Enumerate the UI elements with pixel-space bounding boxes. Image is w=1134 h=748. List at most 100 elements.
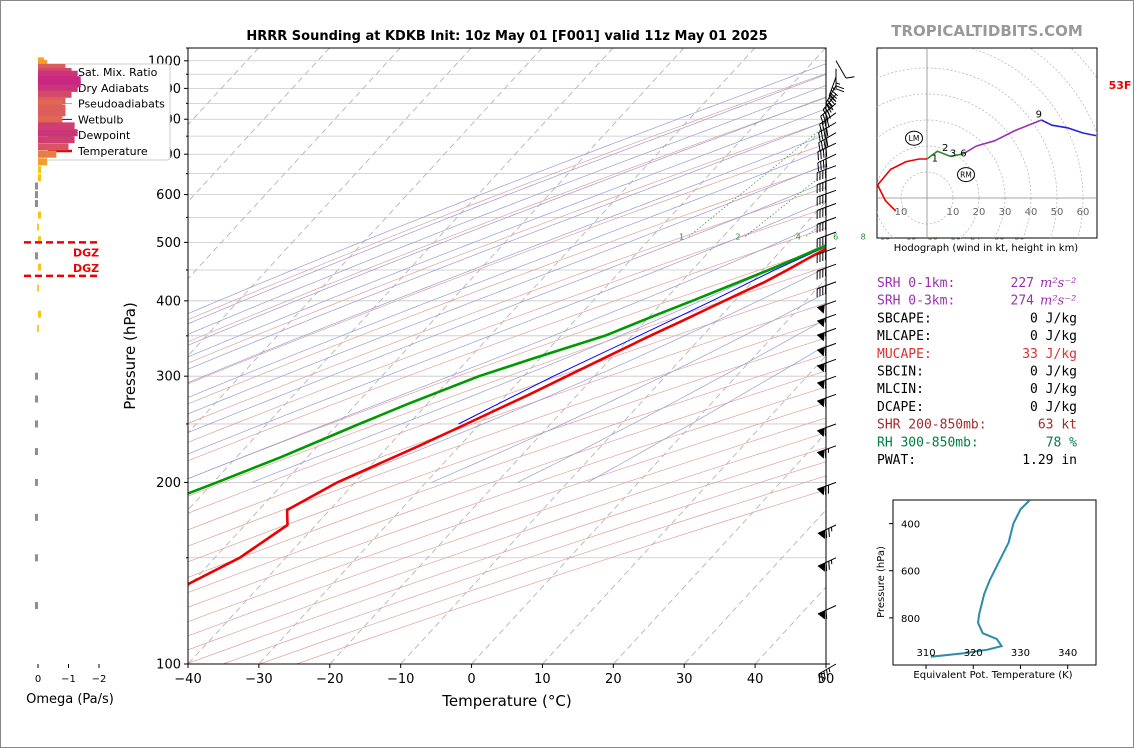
barb-full-flag [828, 528, 830, 537]
index-label: PWAT: [877, 453, 916, 468]
omega-bar [34, 191, 38, 199]
wind-barb [817, 300, 837, 314]
dry-adiabat-line [188, 143, 826, 385]
barb-full-flag [822, 160, 825, 169]
omega-bar [38, 84, 78, 92]
wind-barb [817, 327, 837, 342]
pseudoadiabat-line [188, 85, 826, 335]
y-tick-label: 300 [156, 370, 181, 385]
barb-full-flag [825, 127, 829, 137]
dgz-label: DGZ [73, 262, 99, 275]
barb-full-flag [818, 142, 821, 152]
surface-temperature-label: 53F [1109, 79, 1132, 92]
barb-full-flag [828, 102, 834, 111]
omega-bar [34, 602, 38, 610]
index-label: SRH 0-3km: [877, 294, 955, 309]
dry-adiabat-line [188, 302, 826, 531]
skewt-profiles [188, 244, 826, 586]
barb-pennant [817, 562, 826, 572]
barb-full-flag [820, 116, 824, 125]
hodograph-height-label: 6 [960, 148, 966, 159]
wind-barb [818, 122, 837, 142]
omega-bar [37, 223, 39, 231]
barb-staff [818, 122, 837, 133]
index-label: MUCAPE: [877, 347, 932, 362]
hodograph-ring-label: 50 [1051, 207, 1064, 218]
barb-full-flag [816, 271, 818, 280]
omega-bar [38, 104, 66, 112]
omega-bar [38, 263, 42, 271]
hodograph-height-label: 1 [932, 154, 938, 165]
omega-bar [38, 59, 48, 67]
wind-barb [817, 142, 837, 161]
barb-full-flag [820, 130, 824, 140]
barb-staff [817, 177, 837, 186]
omega-bar [38, 76, 81, 84]
dry-adiabat-line [188, 386, 826, 608]
barb-half-flag [830, 559, 833, 565]
barb-pennant [817, 318, 825, 328]
wind-barb [818, 663, 837, 683]
theta-e-x-tick-label: 310 [916, 648, 935, 659]
wind-barb [817, 481, 837, 496]
pseudoadiabat-line [188, 63, 826, 315]
barb-full-flag [822, 195, 824, 204]
omega-tick-label: −1 [61, 674, 76, 685]
y-tick-label: 200 [156, 476, 181, 491]
barb-full-flag [816, 172, 818, 182]
hodograph-ring-label: 30 [999, 207, 1012, 218]
wetbulb-profile-line [458, 246, 826, 425]
barb-full-flag [825, 398, 827, 407]
barb-full-flag [828, 561, 830, 570]
omega-bar [37, 284, 39, 292]
barb-full-flag [816, 210, 818, 219]
barb-full-flag [816, 224, 818, 233]
theta-e-frame [892, 499, 1097, 666]
dry-adiabat-line [188, 73, 826, 321]
omega-bar [34, 448, 38, 456]
hodograph-height-label: 9 [1036, 109, 1042, 120]
hodograph-ring-label: 20 [973, 207, 986, 218]
barb-full-flag [822, 182, 824, 192]
barb-full-flag [819, 287, 821, 297]
dry-adiabat-line [188, 337, 826, 563]
barb-staff [820, 103, 837, 117]
theta-e-y-tick-label: 400 [901, 520, 920, 531]
pseudoadiabat-line [338, 267, 826, 483]
barb-staff [817, 216, 837, 225]
barb-staff [818, 663, 837, 675]
omega-bar [34, 395, 38, 403]
theta-e-y-tick-label: 800 [901, 614, 920, 625]
index-value: 0 J/kg [1030, 382, 1077, 397]
barb-full-flag [825, 235, 827, 245]
hodograph-plot: 10 10 20 30 40 50 60 12 3 6 9 LM RM [877, 48, 1097, 238]
dry-adiabat-line [188, 284, 826, 514]
skewt-axes-frame [187, 47, 827, 665]
y-tick-label: 100 [156, 658, 181, 673]
barb-full-flag [825, 207, 827, 216]
index-label: SRH 0-1km: [877, 276, 955, 291]
mixing-ratio-label: 4 [796, 232, 801, 241]
barb-staff [817, 263, 837, 272]
barb-full-flag [825, 449, 827, 459]
barb-full-flag [817, 151, 820, 161]
barb-staff [818, 132, 837, 144]
barb-pennant [817, 486, 825, 496]
index-label: MLCAPE: [877, 329, 932, 344]
barb-full-flag [825, 562, 828, 572]
hodograph-trace [962, 119, 1042, 155]
omega-bar [38, 115, 63, 123]
wind-barb [816, 247, 837, 264]
barb-pennant [817, 332, 825, 342]
barb-full-flag [825, 363, 827, 372]
barb-full-flag [825, 138, 829, 147]
barb-full-flag [818, 673, 821, 683]
dry-adiabat-line [188, 207, 826, 443]
hodograph-trace [926, 150, 964, 160]
skewt-x-axis-label: Temperature (°C) [441, 692, 571, 710]
barb-staff [817, 231, 837, 240]
wind-barb [818, 132, 837, 152]
barb-staff [817, 247, 837, 256]
omega-bar [38, 136, 75, 144]
barb-pennant [817, 304, 825, 314]
